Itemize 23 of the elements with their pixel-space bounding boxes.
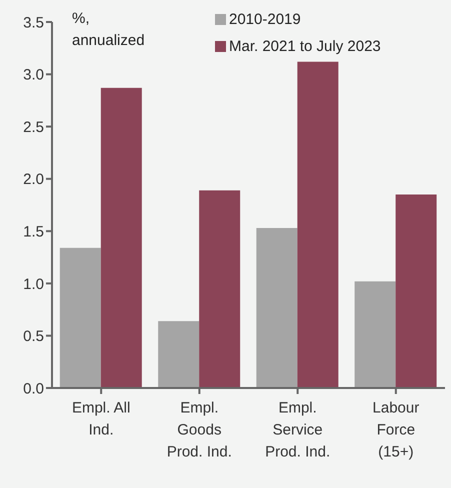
y-tick-label: 1.5 xyxy=(23,223,44,240)
y-tick-label: 0.0 xyxy=(23,380,44,398)
bar xyxy=(354,281,396,388)
x-tick-label: Empl. Goods Prod. Ind. xyxy=(166,400,232,461)
bar xyxy=(199,190,240,388)
bar xyxy=(396,194,437,388)
legend-label: Mar. 2021 to July 2023 xyxy=(229,37,381,57)
y-tick-label: 1.0 xyxy=(23,276,44,293)
bar xyxy=(158,321,200,388)
x-tick-label: Empl. Service Prod. Ind. xyxy=(265,400,330,461)
y-tick-label: 2.5 xyxy=(23,118,44,136)
y-tick-label: 2.0 xyxy=(23,171,44,188)
bar xyxy=(60,248,101,388)
y-tick-label: 3.0 xyxy=(23,66,44,84)
y-tick-label: 3.5 xyxy=(23,14,44,32)
x-tick-label: Empl. All Ind. xyxy=(72,400,130,439)
bar xyxy=(256,228,298,388)
legend-label: 2010-2019 xyxy=(229,10,301,30)
bar xyxy=(297,62,338,388)
bar xyxy=(100,88,142,388)
x-tick-label: Labour Force (15+) xyxy=(372,400,420,461)
annotation: %, annualized xyxy=(72,9,146,51)
y-tick-label: 0.5 xyxy=(23,328,44,346)
